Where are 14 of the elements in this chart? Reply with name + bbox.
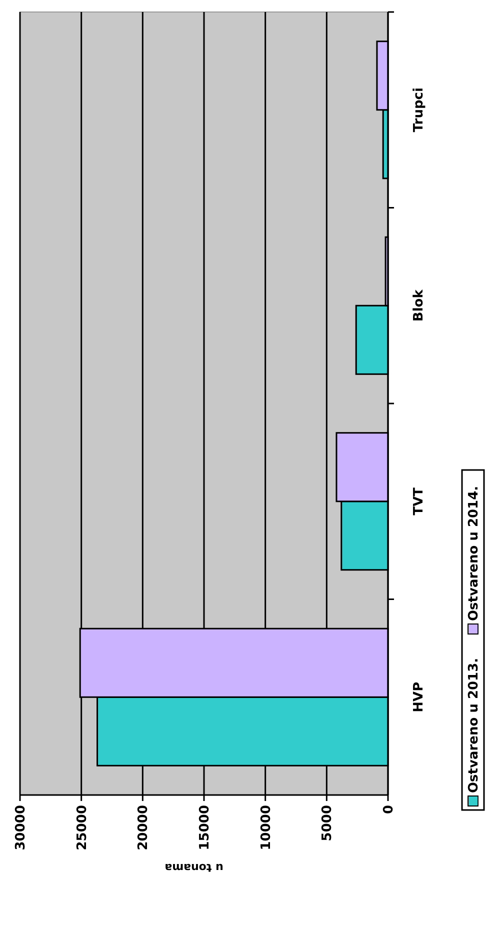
x-tick-label: 30000 (14, 805, 29, 850)
text: Ostvareno u 2014. (466, 486, 482, 621)
y-tick-label: Trupci (412, 88, 427, 132)
x-tick-label: 5000 (320, 805, 336, 842)
y-tick-label: HVP (412, 682, 427, 712)
x-tick-label: 15000 (198, 805, 213, 850)
x-tick-label: 0 (382, 805, 397, 814)
x-tick-label: 10000 (258, 805, 274, 850)
x-tick-label: 25000 (74, 805, 90, 850)
text: Ostvareno u 2013. (466, 658, 482, 793)
y-tick-label: Blok (412, 289, 427, 322)
x-tick-label: 20000 (136, 805, 152, 850)
y-tick-label: TVT (412, 487, 427, 516)
x-axis-title: u tonama (164, 861, 224, 874)
